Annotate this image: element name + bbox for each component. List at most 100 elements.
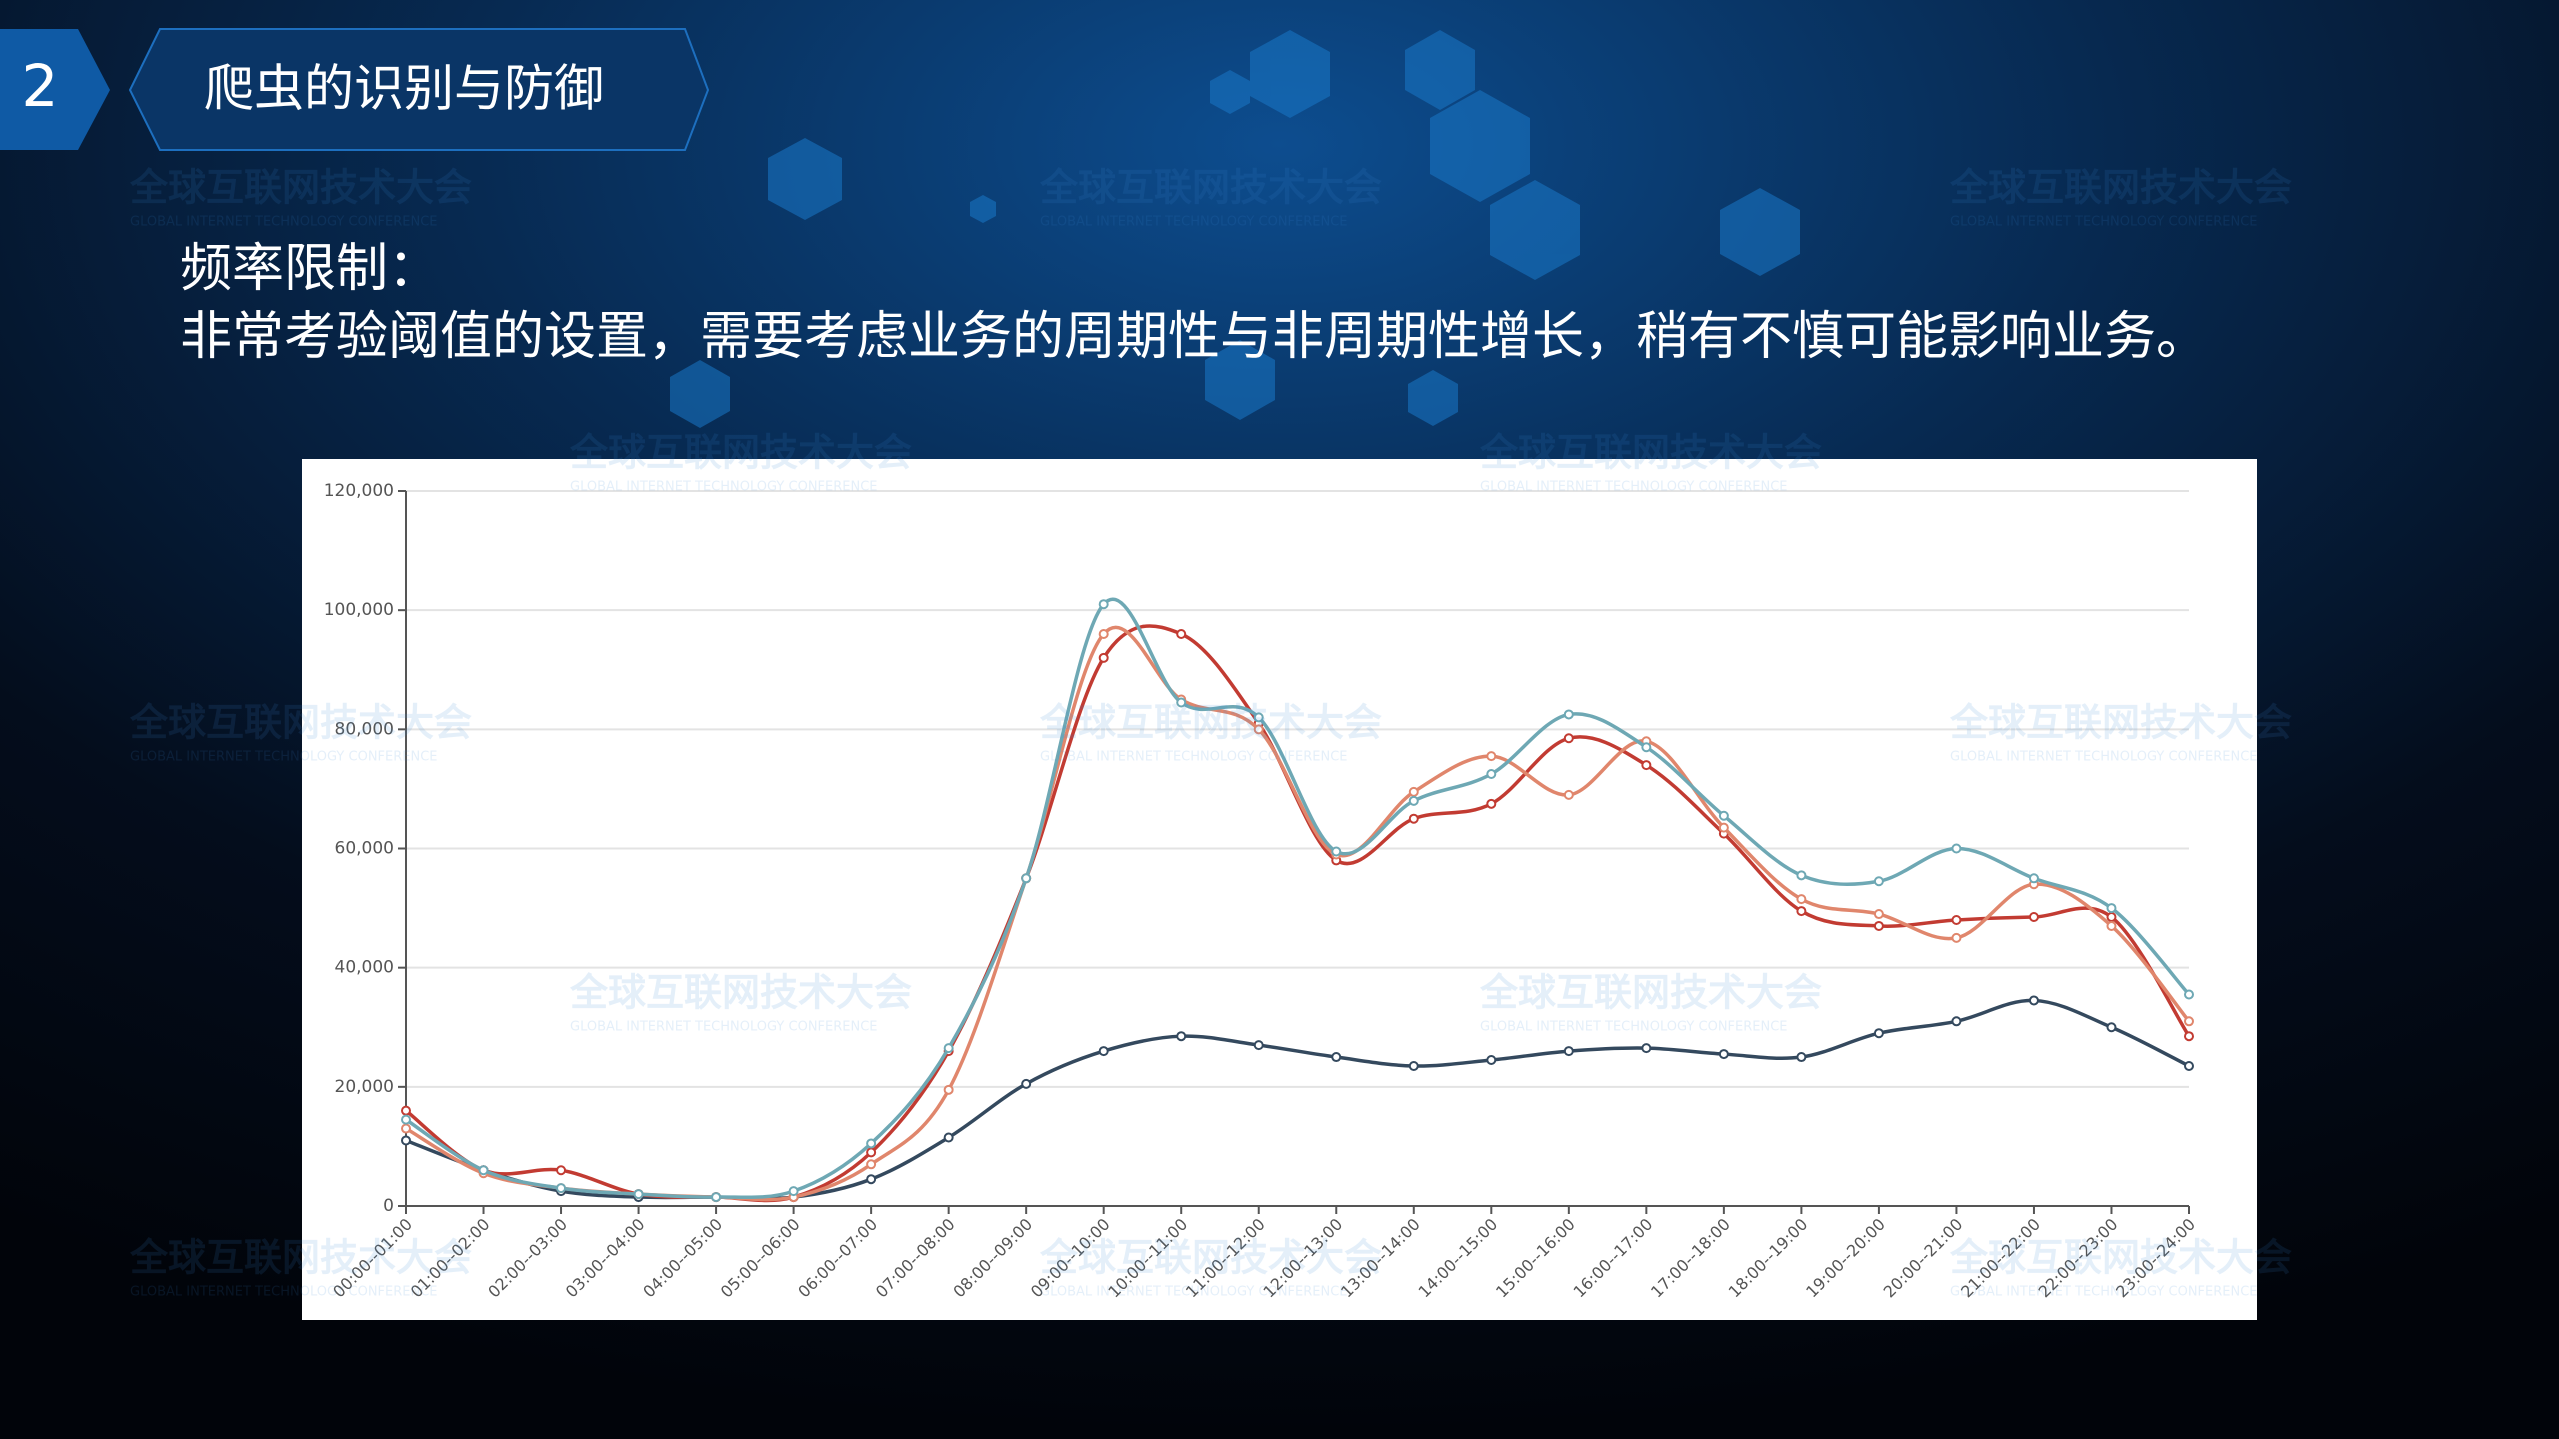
data-point xyxy=(1563,1046,1574,1057)
data-point xyxy=(2106,920,2117,931)
data-point xyxy=(556,1183,567,1194)
data-point xyxy=(401,1105,411,1116)
data-point xyxy=(866,1159,877,1170)
watermark-title: 全球互联网技术大会 xyxy=(129,1236,472,1280)
data-point xyxy=(2028,995,2039,1006)
data-point xyxy=(1331,846,1342,857)
data-point xyxy=(1486,1055,1497,1066)
data-point xyxy=(2106,903,2117,914)
data-point xyxy=(866,1147,877,1158)
watermark-title: 全球互联网技术大会 xyxy=(1039,1236,1382,1280)
data-point xyxy=(1796,870,1807,881)
y-tick-label: 60,000 xyxy=(335,839,394,859)
data-point xyxy=(1641,742,1652,753)
watermark-subtitle: GLOBAL INTERNET TECHNOLOGY CONFERENCE xyxy=(130,215,438,230)
data-point xyxy=(1951,843,1962,854)
data-point xyxy=(1098,629,1109,639)
data-point xyxy=(1486,751,1497,762)
data-point xyxy=(401,1123,411,1134)
data-point xyxy=(2028,912,2039,923)
data-point xyxy=(943,1132,954,1143)
slide-title: 爬虫的识别与防御 xyxy=(204,60,604,118)
watermark-subtitle: GLOBAL INTERNET TECHNOLOGY CONFERENCE xyxy=(1950,750,2258,765)
data-point xyxy=(1951,1016,1962,1027)
data-point xyxy=(1253,712,1264,723)
y-tick-label: 80,000 xyxy=(335,719,394,739)
watermark-title: 全球互联网技术大会 xyxy=(1479,971,1822,1015)
data-point xyxy=(1098,599,1109,610)
data-point xyxy=(2184,1060,2194,1071)
data-point xyxy=(1408,786,1419,797)
watermark-title: 全球互联网技术大会 xyxy=(569,971,912,1015)
watermark-subtitle: GLOBAL INTERNET TECHNOLOGY CONFERENCE xyxy=(1950,1285,2258,1300)
watermark-title: 全球互联网技术大会 xyxy=(1479,431,1822,475)
watermark-title: 全球互联网技术大会 xyxy=(1039,166,1382,210)
watermark-subtitle: GLOBAL INTERNET TECHNOLOGY CONFERENCE xyxy=(1950,215,2258,230)
data-point xyxy=(1796,906,1807,917)
data-point xyxy=(1951,932,1962,943)
data-point xyxy=(1253,724,1264,735)
watermark-title: 全球互联网技术大会 xyxy=(569,431,912,475)
y-tick-label: 20,000 xyxy=(335,1077,394,1097)
watermark-subtitle: GLOBAL INTERNET TECHNOLOGY CONFERENCE xyxy=(1040,215,1348,230)
watermark-subtitle: GLOBAL INTERNET TECHNOLOGY CONFERENCE xyxy=(1480,1020,1788,1035)
data-point xyxy=(401,1135,411,1146)
data-point xyxy=(556,1165,567,1176)
data-point xyxy=(1021,1078,1032,1089)
data-point xyxy=(2106,1022,2117,1033)
data-point xyxy=(1176,629,1187,639)
data-point xyxy=(1098,1046,1109,1057)
watermark-title: 全球互联网技术大会 xyxy=(1949,1236,2292,1280)
data-point xyxy=(1176,697,1187,708)
data-point xyxy=(1641,760,1652,771)
data-point xyxy=(2184,1016,2194,1027)
watermark-subtitle: GLOBAL INTERNET TECHNOLOGY CONFERENCE xyxy=(130,1285,438,1300)
watermark-subtitle: GLOBAL INTERNET TECHNOLOGY CONFERENCE xyxy=(570,1020,878,1035)
watermark-title: 全球互联网技术大会 xyxy=(1039,701,1382,745)
data-point xyxy=(943,1084,954,1095)
data-point xyxy=(1563,709,1574,720)
data-point xyxy=(2028,873,2039,884)
data-point xyxy=(1563,789,1574,800)
watermark-title: 全球互联网技术大会 xyxy=(1949,166,2292,210)
data-point xyxy=(1098,652,1109,663)
slide-number: 2 xyxy=(22,52,59,120)
body-text: 非常考验阈值的设置，需要考虑业务的周期性与非周期性增长，稍有不慎可能影响业务。 xyxy=(180,307,2208,367)
data-point xyxy=(1563,733,1574,744)
data-point xyxy=(2184,989,2194,1000)
data-point xyxy=(1176,1031,1187,1042)
data-point xyxy=(1408,1060,1419,1071)
watermark-title: 全球互联网技术大会 xyxy=(129,166,472,210)
data-point xyxy=(1873,876,1884,887)
data-point xyxy=(1486,769,1497,780)
y-tick-label: 0 xyxy=(383,1196,394,1216)
watermarks: 全球互联网技术大会 GLOBAL INTERNET TECHNOLOGY CONF… xyxy=(129,166,2292,1300)
y-tick-label: 100,000 xyxy=(324,600,394,620)
data-point xyxy=(1641,1043,1652,1054)
data-point xyxy=(1253,1040,1264,1051)
chart-panel xyxy=(302,459,2257,1320)
data-point xyxy=(1408,795,1419,806)
data-point xyxy=(1873,920,1884,931)
data-point xyxy=(401,1114,411,1125)
watermark-subtitle: GLOBAL INTERNET TECHNOLOGY CONFERENCE xyxy=(1040,1285,1348,1300)
data-point xyxy=(943,1043,954,1054)
y-tick-label: 40,000 xyxy=(335,958,394,978)
data-point xyxy=(866,1138,877,1149)
title-banner xyxy=(128,28,710,151)
watermark-subtitle: GLOBAL INTERNET TECHNOLOGY CONFERENCE xyxy=(1040,750,1348,765)
data-point xyxy=(1718,810,1729,821)
data-point xyxy=(1873,1028,1884,1039)
data-point xyxy=(1331,1052,1342,1063)
data-point xyxy=(633,1189,644,1200)
watermark-subtitle: GLOBAL INTERNET TECHNOLOGY CONFERENCE xyxy=(1480,480,1788,495)
data-point xyxy=(1718,822,1729,833)
data-point xyxy=(1408,813,1419,824)
data-point xyxy=(1796,1052,1807,1063)
y-tick-label: 120,000 xyxy=(324,481,394,501)
number-badge xyxy=(0,29,110,150)
data-point xyxy=(1718,1049,1729,1060)
data-point xyxy=(2106,912,2117,923)
data-point xyxy=(1873,909,1884,920)
